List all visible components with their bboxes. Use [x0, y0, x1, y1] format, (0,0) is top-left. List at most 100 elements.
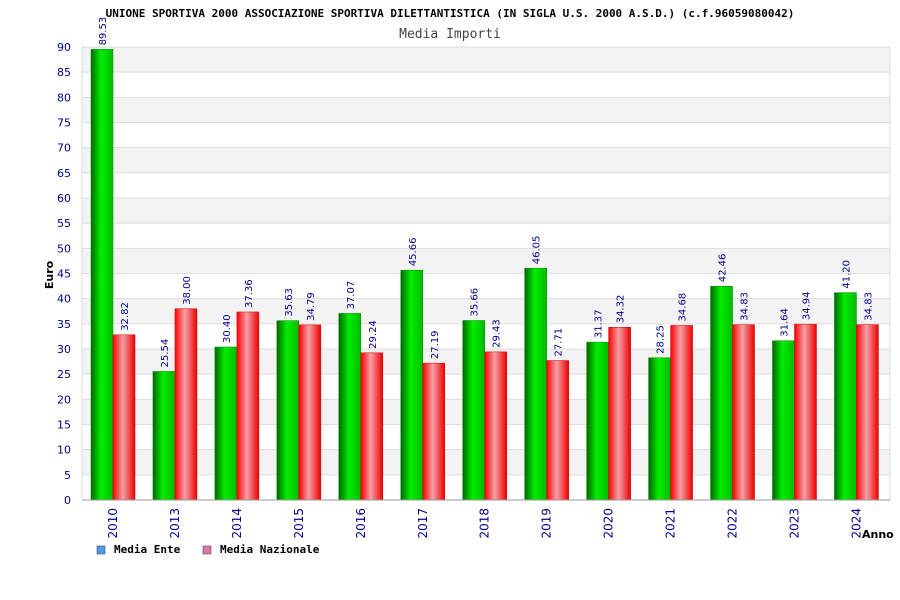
bar-media-nazionale-2022 [732, 324, 755, 501]
y-tick-label: 85 [57, 66, 71, 79]
y-tick-label: 65 [57, 167, 71, 180]
data-label: 27.19 [430, 331, 441, 360]
legend-swatch-media-nazionale [202, 545, 212, 555]
y-axis-label: Euro [43, 260, 56, 289]
y-tick-label: 15 [57, 419, 71, 432]
bar-media-ente-2014 [214, 346, 238, 501]
x-tick-label: 2018 [478, 508, 492, 539]
data-label: 31.37 [594, 309, 605, 338]
data-label: 46.05 [532, 236, 543, 265]
data-label: 30.40 [222, 314, 233, 343]
data-label: 41.20 [841, 260, 852, 289]
legend-swatch-media-ente [96, 545, 106, 555]
bar-media-ente-2022 [710, 286, 733, 501]
grid-band [82, 298, 890, 324]
bar-media-nazionale-2019 [546, 360, 569, 501]
grid-band [82, 122, 890, 148]
bar-media-ente-2023 [772, 340, 795, 501]
bar-media-nazionale-2021 [670, 325, 693, 501]
bar-media-nazionale-2010 [112, 334, 136, 501]
x-axis-label: Anno [862, 528, 894, 541]
bar-media-ente-2017 [400, 269, 424, 501]
bar-media-nazionale-2020 [608, 327, 631, 501]
bar-media-ente-2024 [834, 292, 857, 501]
y-tick-label: 40 [57, 293, 71, 306]
x-tick-label: 2022 [726, 508, 740, 539]
bar-media-nazionale-2015 [298, 324, 322, 501]
grid-band [82, 223, 890, 249]
data-label: 34.83 [863, 292, 874, 321]
grid-band [82, 147, 890, 173]
y-tick-label: 25 [57, 368, 71, 381]
x-tick-label: 2010 [106, 508, 120, 539]
data-labels: 89.53 32.82 25.54 38.00 30.40 37.36 35.63 34.79… [98, 17, 874, 368]
data-label: 27.71 [554, 328, 565, 357]
y-tick-label: 20 [57, 393, 71, 406]
data-label: 31.64 [779, 308, 790, 337]
bar-media-ente-2013 [152, 371, 176, 501]
data-label: 34.83 [740, 292, 751, 321]
grid-band [82, 72, 890, 98]
data-label: 45.66 [408, 238, 419, 267]
y-tick-label: 35 [57, 318, 71, 331]
y-tick-label: 5 [64, 469, 71, 482]
y-tick-label: 60 [57, 192, 71, 205]
grid-band [82, 248, 890, 274]
chart-subtitle: Media Importi [399, 27, 501, 42]
grid-band [82, 323, 890, 349]
x-tick-label: 2015 [292, 508, 306, 539]
data-label: 29.43 [492, 319, 503, 348]
data-label: 35.66 [470, 288, 481, 317]
x-tick-label: 2024 [849, 508, 863, 539]
x-tick-label: 2019 [540, 508, 554, 539]
data-label: 35.63 [284, 288, 295, 317]
bar-media-nazionale-2018 [484, 351, 507, 501]
grid-band [82, 273, 890, 299]
data-label: 34.94 [801, 291, 812, 320]
data-label: 29.24 [368, 320, 379, 349]
bar-media-nazionale-2023 [794, 323, 817, 501]
y-tick-label: 75 [57, 117, 71, 130]
bar-media-ente-2020 [586, 341, 609, 501]
data-label: 89.53 [98, 17, 109, 46]
grid-band [82, 97, 890, 123]
data-label: 42.46 [718, 254, 729, 283]
data-label: 25.54 [160, 339, 171, 368]
chart-title: UNIONE SPORTIVA 2000 ASSOCIAZIONE SPORTI… [106, 7, 795, 20]
bar-media-ente-2021 [648, 357, 671, 501]
bar-media-ente-2015 [276, 320, 300, 501]
bar-media-ente-2019 [524, 267, 547, 501]
bar-media-nazionale-2024 [856, 324, 879, 501]
bar-media-nazionale-2013 [174, 308, 198, 501]
y-axis-ticks: 0 5 10 15 20 25 30 35 40 45 50 55 60 65 70 75 80 85 90 [57, 41, 71, 507]
data-label: 37.07 [346, 281, 357, 310]
y-tick-label: 55 [57, 217, 71, 230]
data-label: 32.82 [120, 302, 131, 331]
bar-media-nazionale-2014 [236, 311, 260, 501]
legend-label-media-nazionale: Media Nazionale [220, 543, 320, 556]
grid-band [82, 198, 890, 224]
x-tick-label: 2014 [230, 508, 244, 539]
x-tick-label: 2023 [787, 508, 801, 539]
y-tick-label: 90 [57, 41, 71, 54]
y-tick-label: 45 [57, 268, 71, 281]
bar-media-nazionale-2017 [422, 362, 446, 501]
bar-media-ente-2016 [338, 313, 362, 501]
data-label: 34.79 [306, 292, 317, 321]
bar-media-ente-2010 [90, 49, 114, 501]
data-label: 28.25 [656, 325, 667, 354]
x-tick-label: 2013 [168, 508, 182, 539]
bar-media-nazionale-2016 [360, 352, 384, 501]
y-tick-label: 70 [57, 142, 71, 155]
y-tick-label: 30 [57, 343, 71, 356]
data-label: 34.32 [616, 295, 627, 324]
x-tick-label: 2017 [416, 508, 430, 539]
legend-label-media-ente: Media Ente [114, 543, 181, 556]
bars [90, 49, 879, 501]
x-tick-label: 2021 [664, 508, 678, 539]
x-axis-ticks: 2010 2013 2014 2015 2016 2017 2018 2019 2020 2021… [106, 508, 863, 539]
data-label: 34.68 [678, 293, 689, 322]
y-tick-label: 10 [57, 444, 71, 457]
x-tick-label: 2016 [354, 508, 368, 539]
